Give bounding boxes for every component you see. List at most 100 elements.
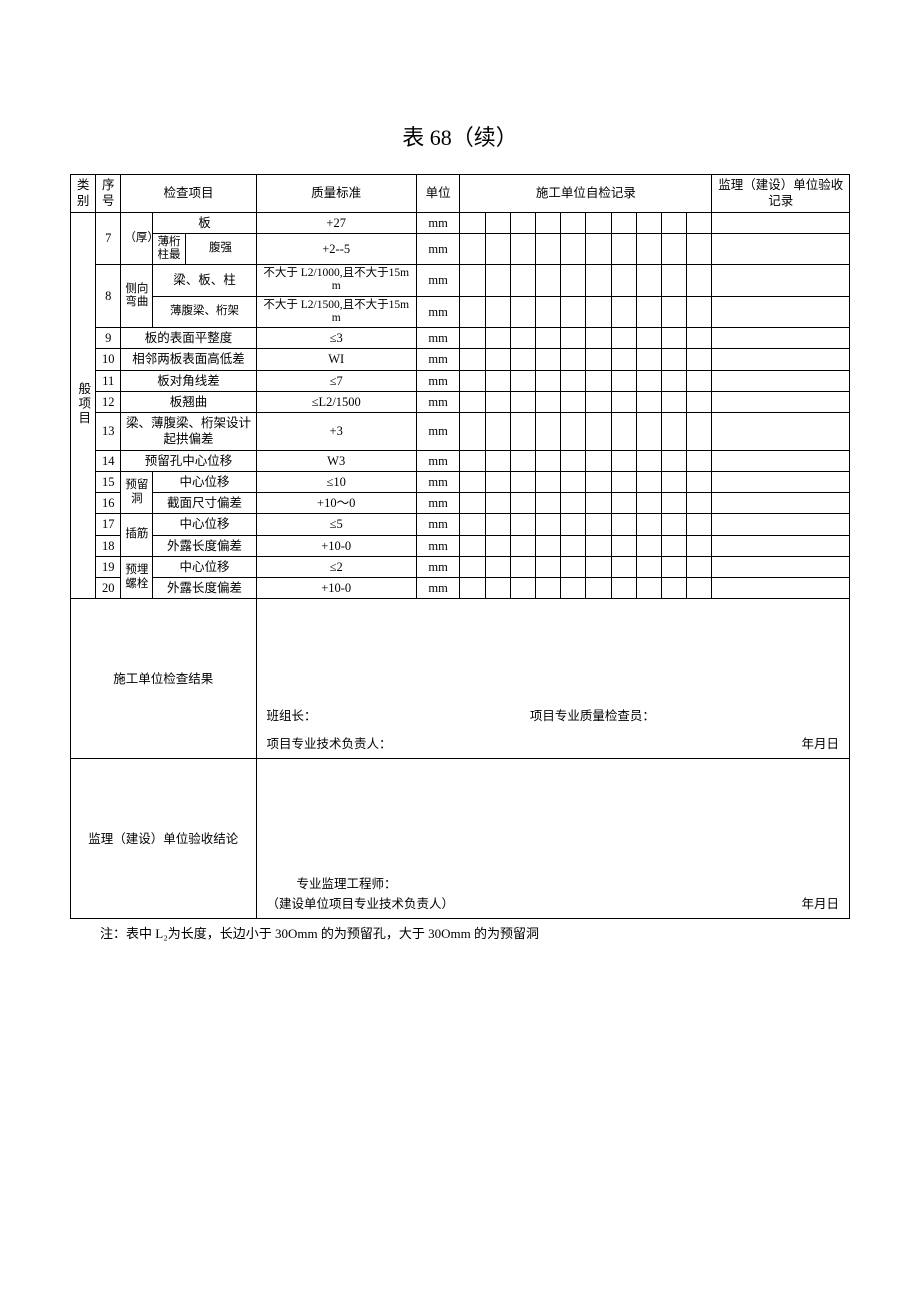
self-cell[interactable]	[460, 296, 485, 327]
self-cell[interactable]	[561, 370, 586, 391]
self-cell[interactable]	[586, 514, 611, 535]
self-cell[interactable]	[510, 471, 535, 492]
self-cell[interactable]	[535, 233, 560, 264]
self-cell[interactable]	[510, 535, 535, 556]
self-cell[interactable]	[611, 578, 636, 599]
self-cell[interactable]	[687, 349, 712, 370]
self-cell[interactable]	[561, 535, 586, 556]
self-cell[interactable]	[611, 349, 636, 370]
self-cell[interactable]	[687, 296, 712, 327]
self-cell[interactable]	[485, 212, 510, 233]
self-cell[interactable]	[510, 370, 535, 391]
self-cell[interactable]	[687, 471, 712, 492]
self-cell[interactable]	[485, 514, 510, 535]
self-cell[interactable]	[460, 233, 485, 264]
self-cell[interactable]	[460, 328, 485, 349]
self-cell[interactable]	[485, 328, 510, 349]
self-cell[interactable]	[636, 514, 661, 535]
self-cell[interactable]	[687, 265, 712, 296]
self-cell[interactable]	[535, 578, 560, 599]
self-cell[interactable]	[485, 391, 510, 412]
sup-cell[interactable]	[712, 450, 850, 471]
self-cell[interactable]	[485, 413, 510, 451]
self-cell[interactable]	[510, 349, 535, 370]
self-cell[interactable]	[586, 233, 611, 264]
self-cell[interactable]	[586, 493, 611, 514]
sup-cell[interactable]	[712, 535, 850, 556]
self-cell[interactable]	[661, 296, 686, 327]
sup-cell[interactable]	[712, 212, 850, 233]
self-cell[interactable]	[485, 296, 510, 327]
self-cell[interactable]	[485, 450, 510, 471]
self-cell[interactable]	[687, 450, 712, 471]
sup-cell[interactable]	[712, 349, 850, 370]
self-cell[interactable]	[661, 413, 686, 451]
self-cell[interactable]	[460, 535, 485, 556]
self-cell[interactable]	[611, 212, 636, 233]
self-cell[interactable]	[535, 391, 560, 412]
self-cell[interactable]	[561, 471, 586, 492]
self-cell[interactable]	[636, 450, 661, 471]
self-cell[interactable]	[586, 471, 611, 492]
self-cell[interactable]	[586, 450, 611, 471]
sup-cell[interactable]	[712, 391, 850, 412]
self-cell[interactable]	[561, 265, 586, 296]
sig1-content[interactable]: 班组长： 项目专业质量检查员： 项目专业技术负责人： 年月日	[256, 599, 849, 759]
self-cell[interactable]	[510, 391, 535, 412]
self-cell[interactable]	[535, 328, 560, 349]
self-cell[interactable]	[661, 391, 686, 412]
self-cell[interactable]	[485, 578, 510, 599]
self-cell[interactable]	[661, 493, 686, 514]
self-cell[interactable]	[561, 578, 586, 599]
self-cell[interactable]	[586, 535, 611, 556]
sup-cell[interactable]	[712, 471, 850, 492]
self-cell[interactable]	[561, 212, 586, 233]
self-cell[interactable]	[510, 578, 535, 599]
self-cell[interactable]	[510, 493, 535, 514]
sup-cell[interactable]	[712, 328, 850, 349]
self-cell[interactable]	[586, 370, 611, 391]
self-cell[interactable]	[535, 413, 560, 451]
self-cell[interactable]	[687, 535, 712, 556]
self-cell[interactable]	[636, 233, 661, 264]
self-cell[interactable]	[485, 493, 510, 514]
self-cell[interactable]	[661, 556, 686, 577]
self-cell[interactable]	[561, 514, 586, 535]
self-cell[interactable]	[535, 349, 560, 370]
self-cell[interactable]	[460, 349, 485, 370]
sup-cell[interactable]	[712, 556, 850, 577]
sup-cell[interactable]	[712, 578, 850, 599]
self-cell[interactable]	[485, 370, 510, 391]
sup-cell[interactable]	[712, 413, 850, 451]
self-cell[interactable]	[661, 450, 686, 471]
self-cell[interactable]	[586, 296, 611, 327]
self-cell[interactable]	[535, 493, 560, 514]
self-cell[interactable]	[636, 212, 661, 233]
self-cell[interactable]	[611, 328, 636, 349]
self-cell[interactable]	[460, 370, 485, 391]
self-cell[interactable]	[510, 233, 535, 264]
self-cell[interactable]	[485, 349, 510, 370]
self-cell[interactable]	[611, 265, 636, 296]
self-cell[interactable]	[561, 296, 586, 327]
self-cell[interactable]	[460, 413, 485, 451]
self-cell[interactable]	[510, 328, 535, 349]
self-cell[interactable]	[460, 450, 485, 471]
self-cell[interactable]	[687, 212, 712, 233]
self-cell[interactable]	[485, 535, 510, 556]
sig2-content[interactable]: 专业监理工程师： （建设单位项目专业技术负责人） 年月日	[256, 759, 849, 919]
self-cell[interactable]	[636, 391, 661, 412]
sup-cell[interactable]	[712, 370, 850, 391]
self-cell[interactable]	[510, 212, 535, 233]
sup-cell[interactable]	[712, 493, 850, 514]
self-cell[interactable]	[687, 578, 712, 599]
self-cell[interactable]	[611, 535, 636, 556]
self-cell[interactable]	[636, 471, 661, 492]
self-cell[interactable]	[485, 233, 510, 264]
self-cell[interactable]	[535, 471, 560, 492]
self-cell[interactable]	[535, 296, 560, 327]
self-cell[interactable]	[586, 391, 611, 412]
sup-cell[interactable]	[712, 514, 850, 535]
self-cell[interactable]	[611, 556, 636, 577]
self-cell[interactable]	[611, 514, 636, 535]
